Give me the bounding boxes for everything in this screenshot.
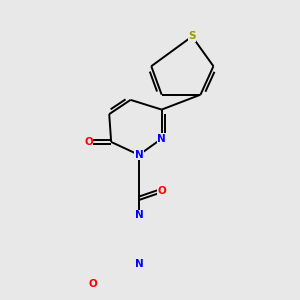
- Text: N: N: [135, 150, 143, 160]
- Text: S: S: [188, 32, 196, 41]
- Text: N: N: [135, 210, 143, 220]
- Text: N: N: [135, 259, 143, 269]
- Text: N: N: [157, 134, 166, 144]
- Text: O: O: [157, 185, 166, 196]
- Text: O: O: [89, 279, 98, 289]
- Text: O: O: [84, 137, 93, 147]
